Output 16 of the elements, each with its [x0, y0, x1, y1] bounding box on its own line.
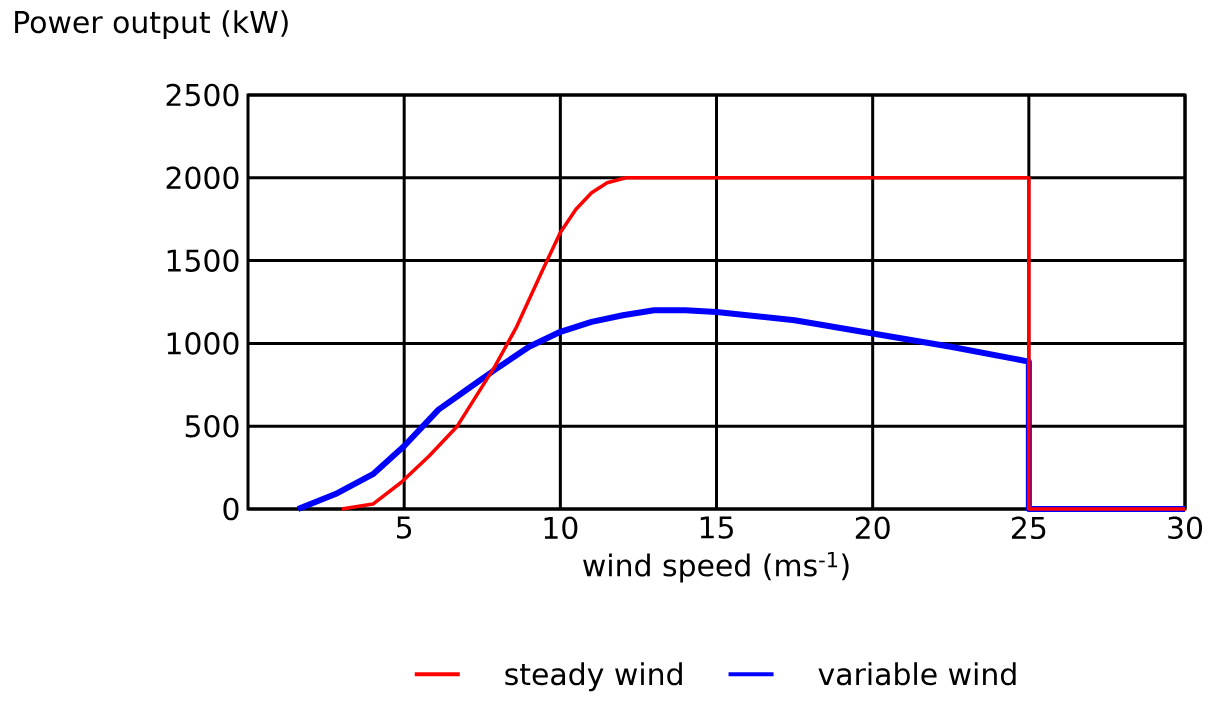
y-tick-label: 500 [185, 414, 239, 438]
y-tick-label: 1000 [167, 332, 239, 355]
y-tick-label: 1500 [167, 249, 239, 272]
y-tick-label: 2500 [166, 83, 239, 107]
legend-label: variable wind [818, 662, 1016, 686]
x-axis-title: wind speed (ms$^{-1}$) [583, 551, 849, 583]
y-tick-label: 0 [223, 497, 239, 521]
x-tick-label: 15 [700, 516, 733, 539]
y-axis-title: Power output (kW) [15, 10, 288, 40]
x-tick-label: 25 [1012, 516, 1046, 540]
x-tick-label: 10 [544, 516, 578, 540]
x-tick-label: 5 [396, 516, 412, 539]
x-tick-label: 30 [1168, 516, 1203, 540]
legend-label: steady wind [505, 662, 682, 692]
y-tick-label: 2000 [166, 166, 239, 190]
x-tick-label: 20 [855, 516, 890, 540]
